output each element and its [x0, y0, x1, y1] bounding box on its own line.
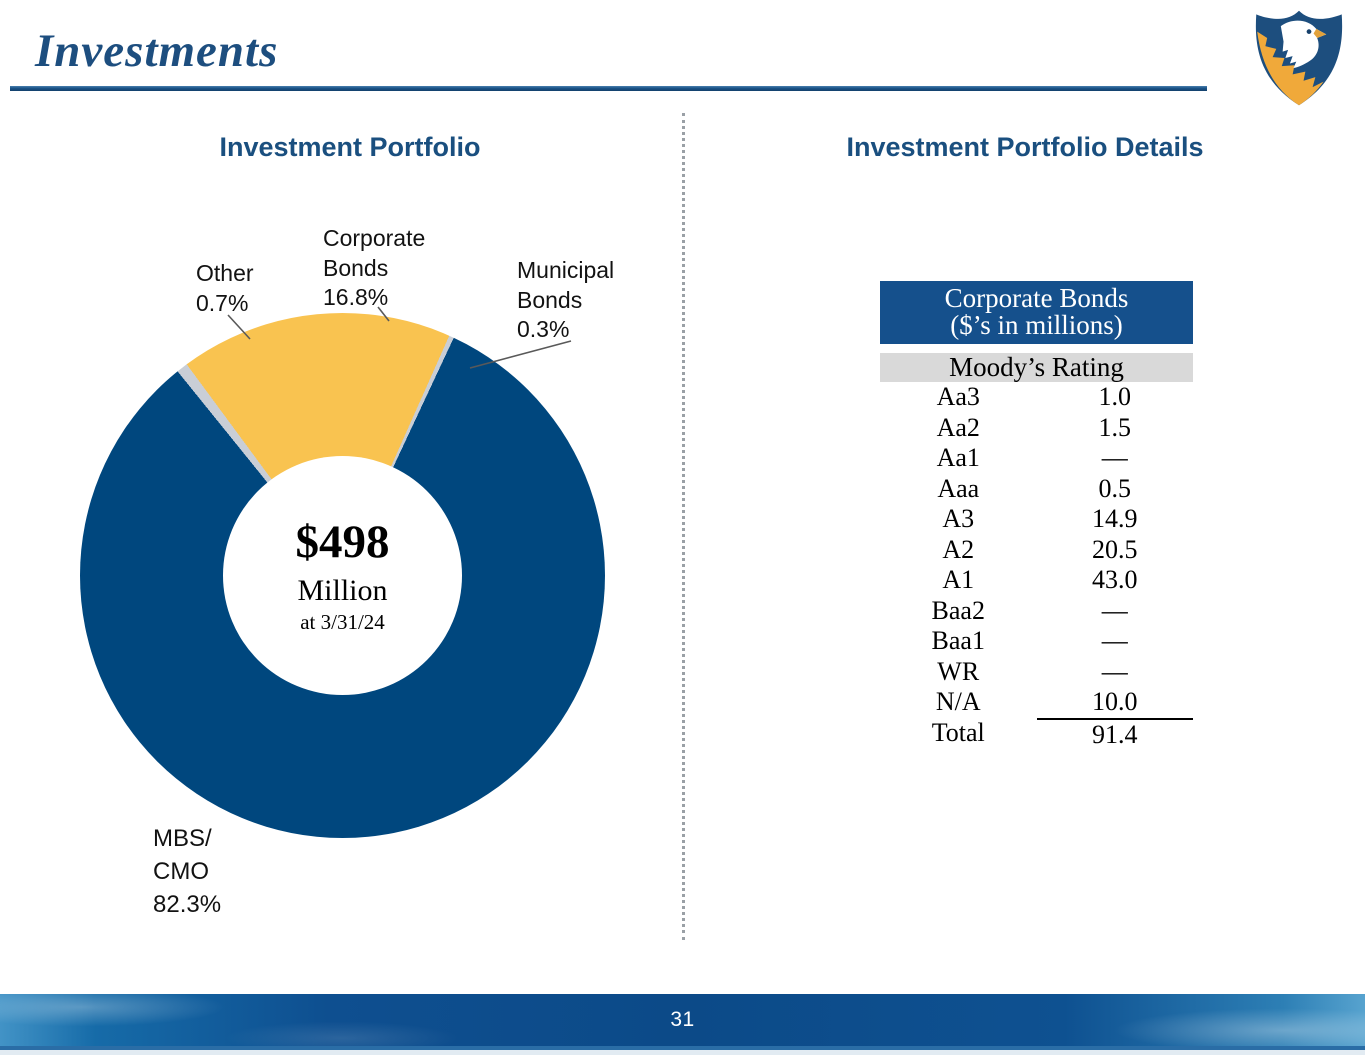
rating-cell: Baa2 — [931, 595, 985, 625]
table-row: A3 14.9 — [880, 504, 1193, 535]
table-total-row: Total 91.4 — [880, 717, 1193, 749]
table-row: Baa2 — — [880, 596, 1193, 627]
rating-cell: A2 — [942, 534, 975, 564]
label-corporate-bonds: Corporate Bonds 16.8% — [323, 225, 426, 310]
table-row: Baa1 — — [880, 626, 1193, 657]
footer-strip — [0, 1046, 1365, 1050]
value-cell: — — [1101, 656, 1128, 686]
total-label: Total — [931, 717, 985, 747]
value-cell: — — [1101, 626, 1128, 655]
rating-cell: A3 — [942, 504, 975, 533]
table-row: Aa1 — — [880, 443, 1193, 474]
value-cell: — — [1101, 595, 1128, 625]
value-cell: 10.0 — [1092, 687, 1138, 716]
donut-hole: $498 Million at 3/31/24 — [223, 456, 462, 695]
table-subheader: Moody’s Rating — [880, 353, 1193, 382]
page-number: 31 — [670, 1008, 695, 1031]
eagle-shield-logo — [1253, 8, 1345, 108]
table-row: A1 43.0 — [880, 565, 1193, 596]
table-title: Corporate Bonds ($’s in millions) — [880, 281, 1193, 344]
rating-cell: A1 — [942, 565, 975, 594]
footer-strip-light — [0, 1050, 1365, 1055]
portfolio-total-unit: Million — [297, 574, 388, 608]
table-title-line2: ($’s in millions) — [950, 310, 1123, 340]
table-title-line1: Corporate Bonds — [944, 283, 1129, 313]
rating-cell: Aa3 — [936, 382, 980, 411]
value-cell: 1.0 — [1098, 382, 1132, 411]
value-cell: 14.9 — [1092, 504, 1138, 533]
rating-cell: Baa1 — [931, 626, 985, 655]
rating-cell: Aa1 — [936, 443, 980, 472]
table-row: N/A 10.0 — [880, 687, 1193, 718]
value-cell: 20.5 — [1092, 534, 1138, 564]
rating-cell: WR — [937, 656, 980, 686]
table-row: WR — — [880, 657, 1193, 688]
right-panel-heading: Investment Portfolio Details — [846, 132, 1204, 162]
ratings-table-body: Aa3 1.0 Aa2 1.5 Aa1 — Aaa 0.5 A3 14.9 A2 20.5 A1 43.0… — [880, 382, 1193, 718]
label-mbs-cmo: MBS/ CMO 82.3% — [153, 825, 222, 918]
table-row: Aaa 0.5 — [880, 474, 1193, 505]
table-row: A2 20.5 — [880, 535, 1193, 566]
rating-cell: Aa2 — [936, 412, 980, 442]
total-value: 91.4 — [1036, 717, 1193, 749]
value-cell: 43.0 — [1092, 565, 1138, 594]
left-panel-heading: Investment Portfolio — [219, 132, 481, 162]
slide-title: Investments — [35, 25, 279, 77]
rating-cell: N/A — [935, 687, 981, 716]
panel-divider — [682, 113, 685, 940]
title-underline — [10, 86, 1207, 91]
value-cell: 1.5 — [1098, 412, 1132, 442]
corporate-bonds-table: Corporate Bonds ($’s in millions) Moody’… — [880, 281, 1193, 749]
label-other: Other 0.7% — [196, 260, 254, 316]
portfolio-total-amount: $498 — [295, 516, 390, 569]
table-row: Aa2 1.5 — [880, 413, 1193, 444]
table-row: Aa3 1.0 — [880, 382, 1193, 413]
footer-bar: 31 — [0, 994, 1365, 1046]
portfolio-as-of-date: at 3/31/24 — [300, 609, 385, 634]
value-cell: 0.5 — [1098, 473, 1132, 503]
rating-cell: Aaa — [937, 473, 980, 503]
label-municipal-bonds: Municipal Bonds 0.3% — [517, 257, 615, 342]
eagle-shield-icon — [1255, 10, 1343, 106]
value-cell: — — [1101, 443, 1128, 472]
donut-chart: $498 Million at 3/31/24 — [80, 313, 605, 838]
